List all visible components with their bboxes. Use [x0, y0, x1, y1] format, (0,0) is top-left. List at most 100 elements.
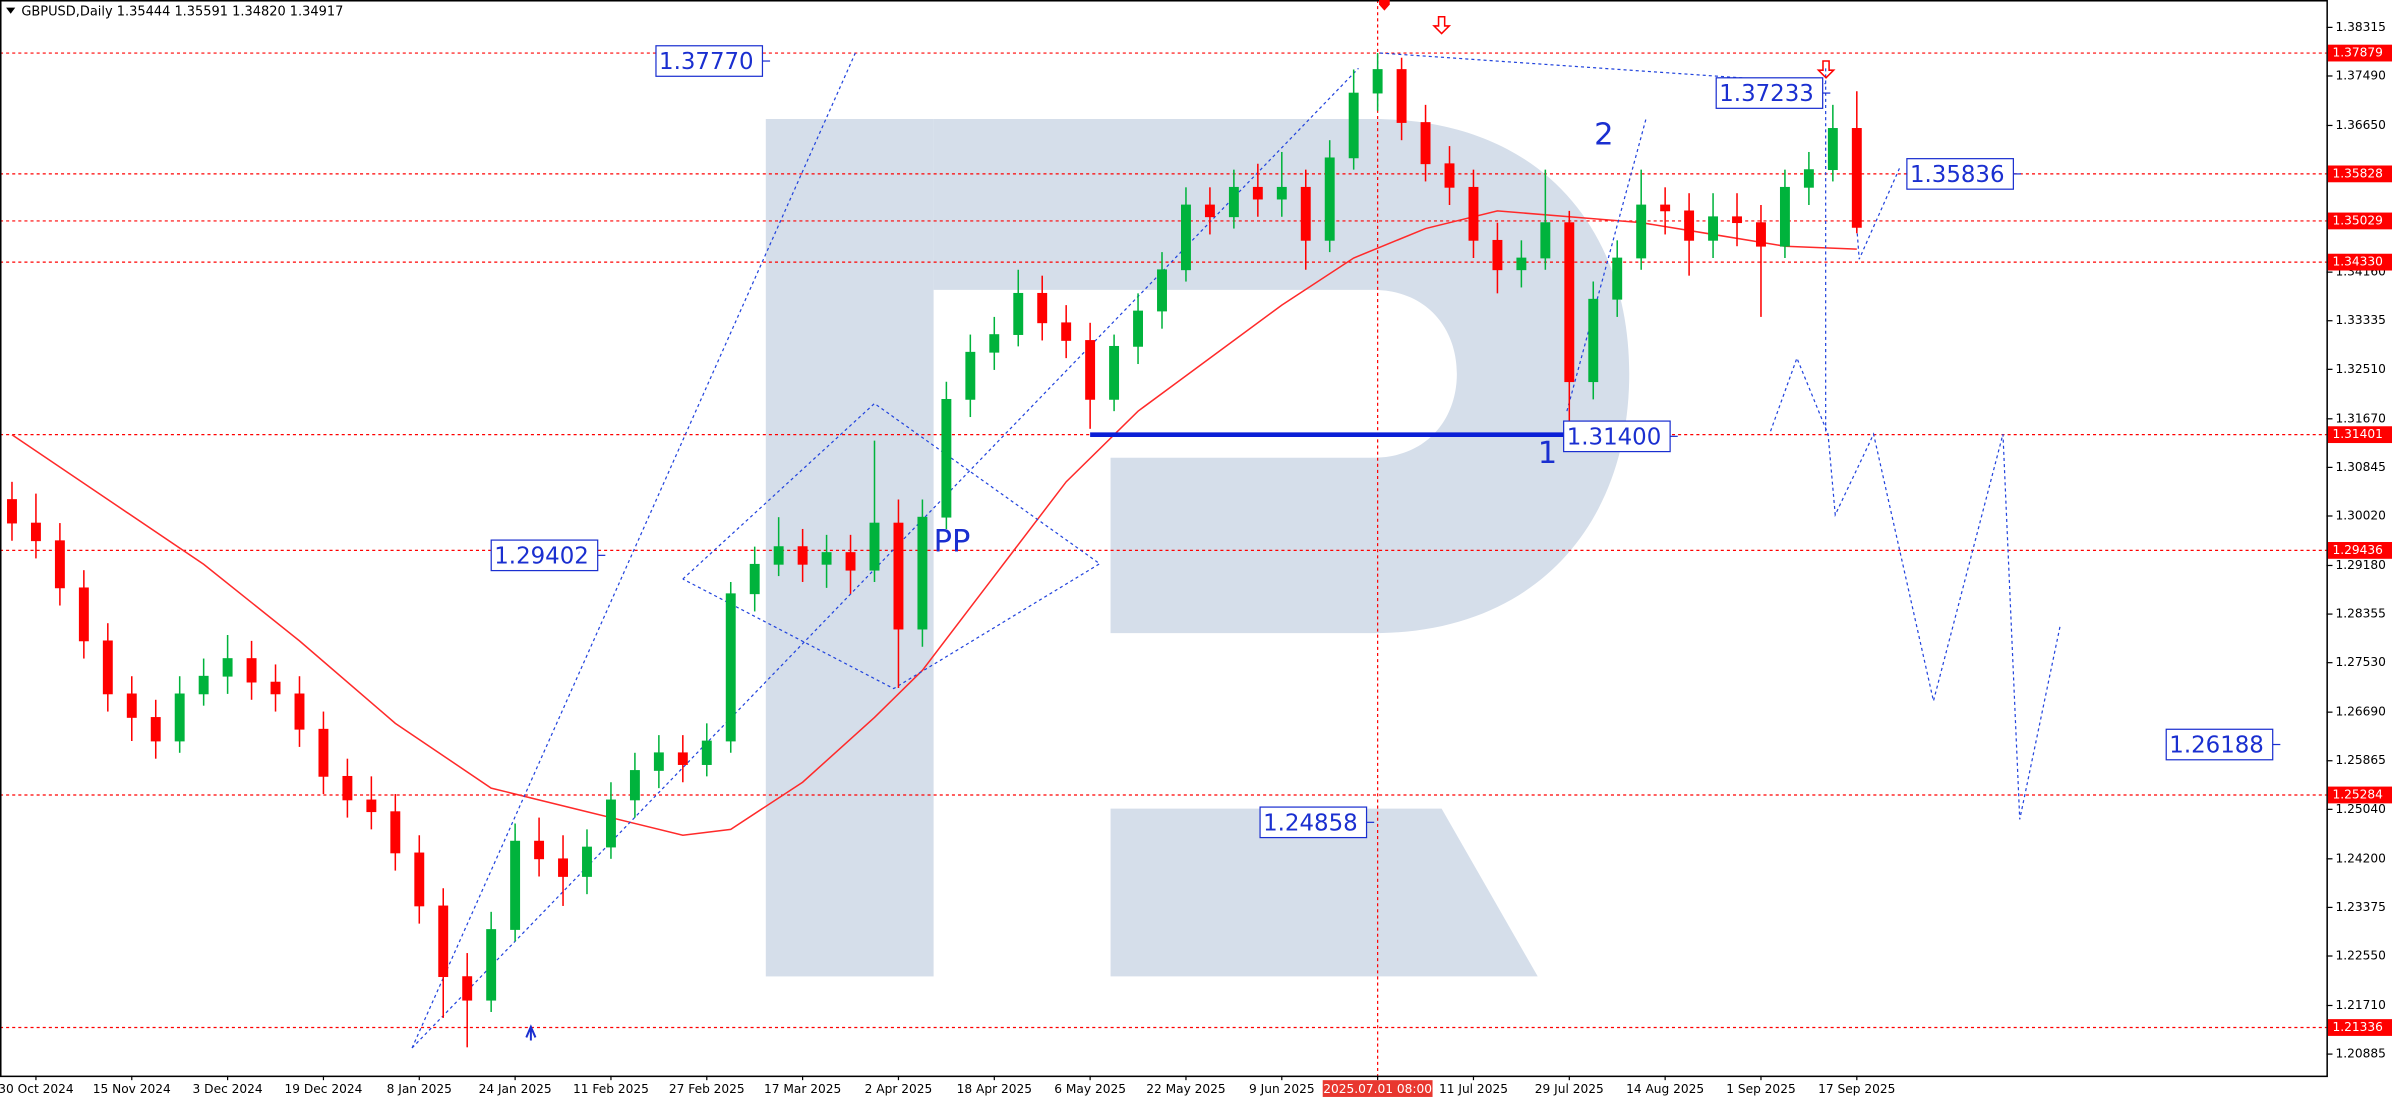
title-icon: [6, 7, 16, 14]
candle-body: [558, 858, 568, 877]
candle-body: [653, 752, 664, 771]
candle-body: [1061, 322, 1072, 341]
x-tick-label: 18 Apr 2025: [957, 1082, 1032, 1096]
wave-label: 2: [1594, 117, 1613, 152]
candle-body: [1181, 204, 1191, 271]
y-tick-label: 1.27530: [2336, 655, 2386, 669]
candle-body: [821, 552, 832, 565]
x-tick-label: 9 Jun 2025: [1249, 1082, 1315, 1096]
candle-body: [1827, 128, 1838, 171]
y-tick-label: 1.25865: [2336, 753, 2386, 767]
level-label: 1.29436: [2333, 543, 2383, 557]
candle-body: [246, 658, 257, 683]
candle-body: [677, 752, 688, 765]
watermark-leg: [1110, 808, 1538, 977]
candle-body: [366, 799, 377, 813]
candle-body: [534, 840, 545, 860]
x-tick-label: 29 Jul 2025: [1535, 1082, 1604, 1096]
level-label-bg: [2327, 253, 2392, 271]
candle-body: [1228, 186, 1239, 218]
candle-body: [893, 522, 904, 630]
y-tick-label: 1.36650: [2336, 118, 2386, 132]
y-tick-label: 1.26690: [2336, 705, 2386, 719]
x-tick-label: 14 Aug 2025: [1626, 1082, 1704, 1096]
y-tick-label: 1.37490: [2336, 68, 2386, 82]
candle-body: [1085, 340, 1096, 400]
candle-body: [917, 516, 928, 630]
x-tick-label: 2025.07.01 08:00: [1323, 1082, 1432, 1096]
candle-body: [1252, 186, 1263, 200]
candle-body: [1157, 269, 1167, 312]
y-tick-label: 1.20885: [2336, 1047, 2386, 1061]
annotation-box: [1259, 806, 1368, 839]
candle-body: [1013, 292, 1024, 335]
candle-body: [1564, 222, 1575, 383]
level-label-bg: [2327, 1019, 2392, 1036]
candle-body: [1300, 186, 1311, 241]
candle-body: [1444, 163, 1455, 188]
candle-body: [1420, 122, 1431, 165]
candle-body: [1684, 210, 1695, 241]
x-tick-label: 2 Apr 2025: [865, 1082, 933, 1096]
level-label: 1.25284: [2333, 787, 2384, 801]
candle-body: [1803, 169, 1814, 188]
watermark-stem: [765, 119, 934, 977]
x-tick-label: 30 Oct 2024: [0, 1082, 74, 1096]
x-tick-label: 24 Jan 2025: [479, 1082, 552, 1096]
candle-body: [1636, 204, 1647, 259]
y-tick-label: 1.31670: [2336, 411, 2386, 425]
x-tick-label: 17 Sep 2025: [1818, 1082, 1895, 1096]
candle-body: [1732, 216, 1742, 224]
candle-body: [1708, 216, 1719, 241]
forecast-line: [411, 67, 1359, 1049]
x-tick-label: 11 Jul 2025: [1439, 1082, 1508, 1096]
candle-body: [1851, 128, 1862, 228]
level-label-bg: [2327, 165, 2392, 183]
annotation-label: 1.31400: [1567, 424, 1662, 450]
candle-body: [582, 846, 592, 877]
candle-body: [1372, 69, 1383, 94]
y-tick-label: 1.33335: [2336, 313, 2386, 327]
candle-body: [150, 717, 161, 742]
x-tick-label: 1 Sep 2025: [1726, 1082, 1795, 1096]
x-tick-label: 3 Dec 2024: [193, 1082, 263, 1096]
watermark-bowl: [933, 119, 1630, 634]
candle-body: [294, 693, 305, 730]
level-label-bg: [2327, 786, 2392, 804]
x-tick-label: 27 Feb 2025: [669, 1082, 745, 1096]
x-tick-label: 8 Jan 2025: [387, 1082, 452, 1096]
level-label-bg: [2327, 44, 2392, 62]
forecast-line: [1566, 118, 1647, 412]
annotation-label: 1.24858: [1263, 810, 1358, 836]
candle-body: [773, 546, 784, 565]
x-tick-label: 11 Feb 2025: [573, 1082, 649, 1096]
y-tick-label: 1.32510: [2336, 362, 2386, 376]
annotation-label: 1.35836: [1910, 162, 2005, 188]
y-tick-label: 1.22550: [2336, 949, 2386, 963]
level-label: 1.31401: [2333, 427, 2383, 441]
level-label: 1.34330: [2333, 255, 2383, 269]
candle-body: [102, 640, 113, 695]
candle-body: [941, 398, 952, 518]
wave-label: PP: [934, 525, 971, 560]
level-label: 1.35828: [2333, 166, 2383, 180]
y-tick-label: 1.24200: [2336, 851, 2386, 865]
event-marker: [1379, 0, 1390, 11]
candle-body: [1468, 186, 1479, 241]
level-label: 1.21336: [2333, 1020, 2383, 1034]
y-tick-label: 1.21710: [2336, 998, 2386, 1012]
candle-body: [1037, 292, 1048, 324]
y-tick-label: 1.38315: [2336, 20, 2386, 34]
candle-body: [414, 852, 425, 907]
annotation-box: [1563, 420, 1671, 453]
candle-body: [1492, 239, 1503, 271]
y-tick-label: 1.29180: [2336, 558, 2386, 572]
annotation-box: [1906, 158, 2014, 190]
plot-layer: 1.37770 1.37233 1.35836 1.29402 1.31400 1.248…: [0, 0, 2327, 1076]
candle-body: [510, 840, 521, 930]
y-tick-label: 1.25040: [2336, 802, 2386, 816]
candle-body: [390, 811, 401, 854]
y-tick-label: 1.23375: [2336, 900, 2386, 914]
candle-body: [486, 929, 497, 1001]
